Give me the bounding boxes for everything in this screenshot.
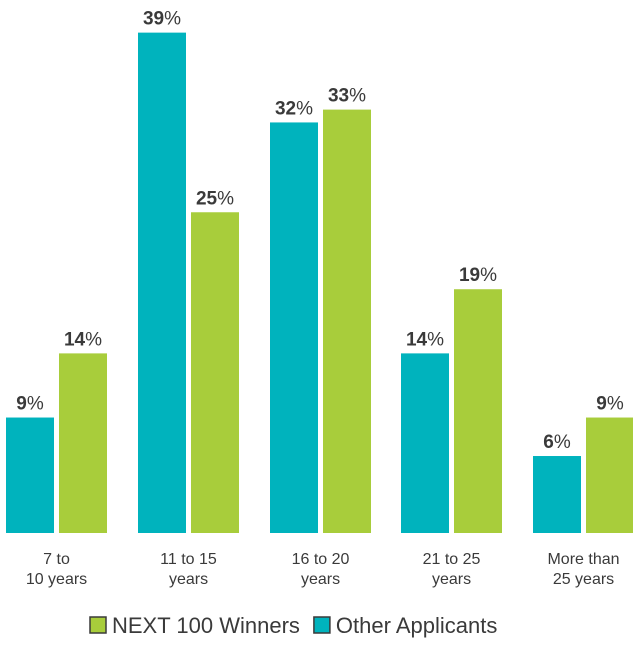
bar-next100-winners-3 <box>454 289 502 533</box>
legend-swatch <box>89 616 107 634</box>
value-label: 25% <box>196 188 234 209</box>
category-label: 10 years <box>26 571 87 588</box>
legend-label: NEXT 100 Winners <box>112 613 300 638</box>
legend-label: Other Applicants <box>336 613 497 638</box>
category-label: years <box>169 571 208 588</box>
value-labels-layer: 9% 14% 39% 25% 32% 33% 14% 19% 6% 9% <box>16 9 624 453</box>
category-label: 25 years <box>553 571 614 588</box>
bar-other-applicants-4 <box>533 456 581 533</box>
category-labels-layer: 7 to 10 years 11 to 15 years 16 to 20 years 21… <box>26 551 620 588</box>
bar-other-applicants-1 <box>138 32 186 533</box>
value-label: 9% <box>16 394 44 415</box>
value-label: 6% <box>543 432 571 453</box>
category-label: years <box>432 571 471 588</box>
bar-next100-winners-1 <box>191 212 239 533</box>
value-label: 33% <box>328 86 366 107</box>
bar-next100-winners-4 <box>586 417 633 533</box>
bar-next100-winners-0 <box>59 353 107 533</box>
value-label: 14% <box>64 329 102 350</box>
value-label: 19% <box>459 265 497 286</box>
bar-other-applicants-3 <box>401 353 449 533</box>
category-label: 7 to <box>43 551 70 568</box>
value-label: 14% <box>406 329 444 350</box>
category-label: 11 to 15 <box>160 551 217 568</box>
category-label: 16 to 20 <box>292 551 350 568</box>
value-label: 9% <box>596 394 624 415</box>
bar-other-applicants-2 <box>270 122 318 533</box>
category-label: years <box>301 571 340 588</box>
category-label: More than <box>547 551 619 568</box>
bars-layer <box>6 32 633 534</box>
bar-other-applicants-0 <box>6 417 54 533</box>
value-label: 32% <box>275 98 313 119</box>
legend: NEXT 100 Winners Other Applicants <box>89 613 497 638</box>
value-label: 39% <box>143 9 181 30</box>
category-label: 21 to 25 <box>423 551 481 568</box>
bar-next100-winners-2 <box>323 109 371 534</box>
legend-swatch <box>313 616 331 634</box>
